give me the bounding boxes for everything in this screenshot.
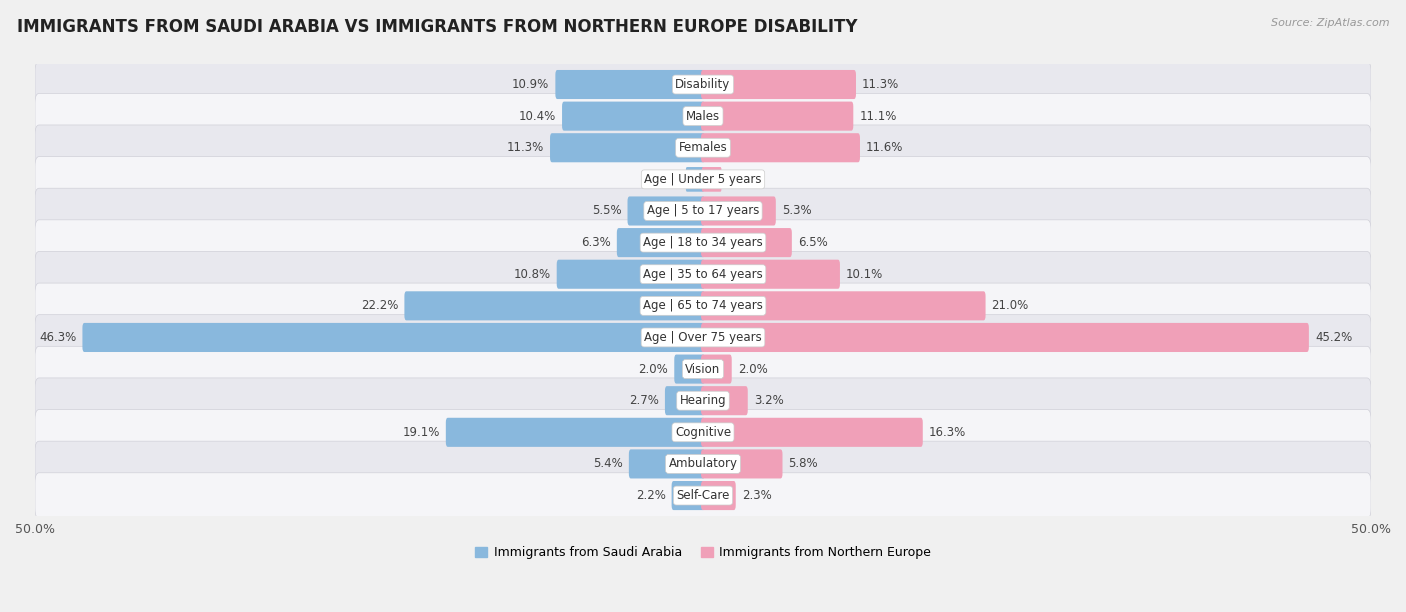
Text: 1.3%: 1.3% bbox=[728, 173, 758, 186]
Text: 3.2%: 3.2% bbox=[754, 394, 783, 407]
Text: Age | 35 to 64 years: Age | 35 to 64 years bbox=[643, 267, 763, 281]
Text: Females: Females bbox=[679, 141, 727, 154]
FancyBboxPatch shape bbox=[35, 188, 1371, 234]
FancyBboxPatch shape bbox=[702, 259, 839, 289]
Text: 2.0%: 2.0% bbox=[738, 362, 768, 376]
FancyBboxPatch shape bbox=[702, 133, 860, 162]
FancyBboxPatch shape bbox=[702, 70, 856, 99]
Text: Hearing: Hearing bbox=[679, 394, 727, 407]
Text: Males: Males bbox=[686, 110, 720, 122]
FancyBboxPatch shape bbox=[555, 70, 704, 99]
FancyBboxPatch shape bbox=[672, 481, 704, 510]
Text: 45.2%: 45.2% bbox=[1315, 331, 1353, 344]
Text: 21.0%: 21.0% bbox=[991, 299, 1029, 312]
FancyBboxPatch shape bbox=[35, 473, 1371, 518]
FancyBboxPatch shape bbox=[557, 259, 704, 289]
FancyBboxPatch shape bbox=[35, 346, 1371, 392]
Text: 2.7%: 2.7% bbox=[628, 394, 659, 407]
FancyBboxPatch shape bbox=[628, 449, 704, 479]
FancyBboxPatch shape bbox=[702, 449, 783, 479]
Text: 16.3%: 16.3% bbox=[929, 426, 966, 439]
FancyBboxPatch shape bbox=[35, 441, 1371, 487]
Text: Age | Under 5 years: Age | Under 5 years bbox=[644, 173, 762, 186]
Text: 11.3%: 11.3% bbox=[506, 141, 544, 154]
Text: 11.1%: 11.1% bbox=[859, 110, 897, 122]
Text: 5.8%: 5.8% bbox=[789, 457, 818, 471]
FancyBboxPatch shape bbox=[702, 167, 721, 192]
Text: Vision: Vision bbox=[685, 362, 721, 376]
Text: Ambulatory: Ambulatory bbox=[668, 457, 738, 471]
Text: 2.0%: 2.0% bbox=[638, 362, 668, 376]
FancyBboxPatch shape bbox=[446, 418, 704, 447]
Text: 1.2%: 1.2% bbox=[650, 173, 679, 186]
FancyBboxPatch shape bbox=[702, 418, 922, 447]
Text: 5.5%: 5.5% bbox=[592, 204, 621, 217]
FancyBboxPatch shape bbox=[702, 102, 853, 131]
Legend: Immigrants from Saudi Arabia, Immigrants from Northern Europe: Immigrants from Saudi Arabia, Immigrants… bbox=[470, 541, 936, 564]
FancyBboxPatch shape bbox=[35, 220, 1371, 266]
FancyBboxPatch shape bbox=[83, 323, 704, 352]
FancyBboxPatch shape bbox=[702, 291, 986, 321]
FancyBboxPatch shape bbox=[550, 133, 704, 162]
FancyBboxPatch shape bbox=[627, 196, 704, 226]
Text: Source: ZipAtlas.com: Source: ZipAtlas.com bbox=[1271, 18, 1389, 28]
Text: 6.3%: 6.3% bbox=[581, 236, 610, 249]
Text: 10.9%: 10.9% bbox=[512, 78, 550, 91]
Text: 10.8%: 10.8% bbox=[513, 267, 551, 281]
Text: 5.3%: 5.3% bbox=[782, 204, 811, 217]
Text: 19.1%: 19.1% bbox=[402, 426, 440, 439]
Text: 11.3%: 11.3% bbox=[862, 78, 900, 91]
Text: 2.3%: 2.3% bbox=[742, 489, 772, 502]
Text: IMMIGRANTS FROM SAUDI ARABIA VS IMMIGRANTS FROM NORTHERN EUROPE DISABILITY: IMMIGRANTS FROM SAUDI ARABIA VS IMMIGRAN… bbox=[17, 18, 858, 36]
FancyBboxPatch shape bbox=[702, 386, 748, 415]
Text: 2.2%: 2.2% bbox=[636, 489, 665, 502]
Text: Age | 18 to 34 years: Age | 18 to 34 years bbox=[643, 236, 763, 249]
Text: 46.3%: 46.3% bbox=[39, 331, 76, 344]
FancyBboxPatch shape bbox=[665, 386, 704, 415]
Text: 11.6%: 11.6% bbox=[866, 141, 904, 154]
FancyBboxPatch shape bbox=[35, 94, 1371, 139]
FancyBboxPatch shape bbox=[702, 354, 731, 384]
FancyBboxPatch shape bbox=[35, 125, 1371, 171]
FancyBboxPatch shape bbox=[702, 196, 776, 226]
FancyBboxPatch shape bbox=[675, 354, 704, 384]
FancyBboxPatch shape bbox=[405, 291, 704, 321]
FancyBboxPatch shape bbox=[35, 283, 1371, 329]
Text: Self-Care: Self-Care bbox=[676, 489, 730, 502]
Text: 22.2%: 22.2% bbox=[361, 299, 398, 312]
Text: 5.4%: 5.4% bbox=[593, 457, 623, 471]
FancyBboxPatch shape bbox=[35, 409, 1371, 455]
FancyBboxPatch shape bbox=[686, 167, 704, 192]
Text: Age | 65 to 74 years: Age | 65 to 74 years bbox=[643, 299, 763, 312]
FancyBboxPatch shape bbox=[702, 323, 1309, 352]
Text: Age | Over 75 years: Age | Over 75 years bbox=[644, 331, 762, 344]
FancyBboxPatch shape bbox=[35, 378, 1371, 424]
Text: 6.5%: 6.5% bbox=[797, 236, 828, 249]
FancyBboxPatch shape bbox=[702, 228, 792, 257]
FancyBboxPatch shape bbox=[702, 481, 735, 510]
FancyBboxPatch shape bbox=[35, 252, 1371, 297]
Text: Age | 5 to 17 years: Age | 5 to 17 years bbox=[647, 204, 759, 217]
FancyBboxPatch shape bbox=[35, 315, 1371, 360]
Text: 10.4%: 10.4% bbox=[519, 110, 555, 122]
FancyBboxPatch shape bbox=[617, 228, 704, 257]
Text: Disability: Disability bbox=[675, 78, 731, 91]
FancyBboxPatch shape bbox=[35, 62, 1371, 107]
FancyBboxPatch shape bbox=[562, 102, 704, 131]
FancyBboxPatch shape bbox=[35, 157, 1371, 202]
Text: 10.1%: 10.1% bbox=[846, 267, 883, 281]
Text: Cognitive: Cognitive bbox=[675, 426, 731, 439]
